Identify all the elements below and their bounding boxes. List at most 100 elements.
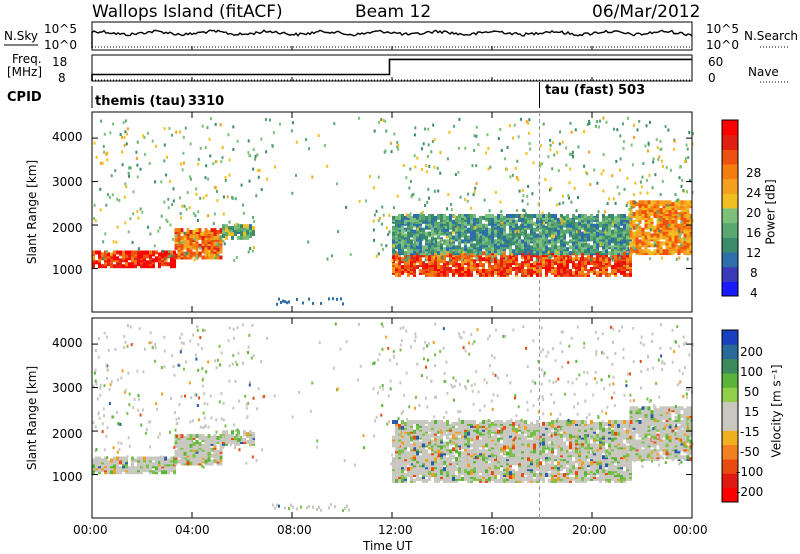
heatmap-cell	[407, 253, 410, 258]
heatmap-cell	[689, 233, 693, 238]
heatmap-cell	[98, 460, 101, 465]
heatmap-cell	[578, 261, 581, 266]
heatmap-cell	[500, 247, 503, 252]
heatmap-cell	[476, 447, 479, 452]
heatmap-cell	[182, 135, 185, 139]
heatmap-cell	[506, 214, 509, 218]
heatmap-cell	[437, 461, 440, 466]
heatmap-cell	[473, 457, 476, 462]
heatmap-cell	[685, 143, 688, 147]
heatmap-cell	[587, 243, 590, 248]
heatmap-cell	[506, 471, 509, 475]
heatmap-cell	[93, 203, 96, 207]
heatmap-cell	[464, 439, 467, 444]
heatmap-cell	[188, 175, 191, 179]
heatmap-cell	[458, 223, 461, 228]
heatmap-cell	[425, 231, 428, 236]
heatmap-cell	[557, 461, 560, 466]
heatmap-cell	[473, 253, 476, 258]
heatmap-cell	[530, 245, 533, 250]
heatmap-cell	[635, 202, 639, 207]
heatmap-cell	[425, 235, 428, 240]
heatmap-cell	[416, 223, 419, 228]
heatmap-cell	[134, 470, 137, 475]
heatmap-cell	[485, 241, 488, 246]
heatmap-cell	[422, 227, 425, 232]
heatmap-cell	[413, 269, 416, 273]
heatmap-cell	[494, 233, 497, 238]
heatmap-cell	[282, 299, 284, 303]
heatmap-cell	[181, 204, 184, 208]
heatmap-cell	[476, 459, 479, 464]
heatmap-cell	[621, 252, 624, 256]
heatmap-cell	[515, 471, 518, 475]
heatmap-cell	[382, 119, 385, 122]
heatmap-cell	[533, 214, 536, 218]
heatmap-cell	[475, 125, 478, 129]
heatmap-cell	[146, 456, 149, 461]
heatmap-cell	[617, 246, 620, 249]
heatmap-cell	[407, 431, 410, 436]
heatmap-cell	[686, 231, 689, 235]
heatmap-cell	[455, 421, 458, 426]
heatmap-cell	[536, 473, 539, 477]
heatmap-cell	[402, 164, 405, 167]
heatmap-cell	[102, 257, 105, 261]
heatmap-cell	[123, 136, 126, 140]
heatmap-cell	[611, 265, 614, 269]
heatmap-cell	[566, 478, 569, 483]
heatmap-cell	[414, 241, 416, 245]
heatmap-cell	[525, 237, 527, 241]
heatmap-cell	[443, 253, 446, 258]
heatmap-cell	[434, 429, 437, 434]
heatmap-cell	[136, 209, 139, 213]
heatmap-cell	[519, 117, 522, 121]
heatmap-cell	[446, 420, 449, 424]
heatmap-cell	[473, 221, 476, 226]
heatmap-cell	[482, 257, 485, 262]
heatmap-cell	[491, 227, 494, 232]
heatmap-cell	[668, 249, 672, 254]
heatmap-cell	[479, 272, 482, 277]
heatmap-cell	[627, 116, 629, 120]
heatmap-cell	[605, 253, 608, 258]
heatmap-cell	[167, 262, 170, 267]
heatmap-cell	[678, 229, 681, 233]
heatmap-cell	[644, 245, 648, 250]
heatmap-cell	[388, 230, 391, 234]
heatmap-cell	[437, 259, 440, 264]
heatmap-cell	[188, 206, 191, 210]
heatmap-cell	[395, 478, 398, 483]
heatmap-cell	[491, 475, 494, 479]
heatmap-cell	[180, 449, 184, 454]
heatmap-cell	[288, 300, 290, 304]
heatmap-cell	[602, 169, 605, 173]
heatmap-cell	[152, 462, 155, 467]
heatmap-cell	[424, 258, 427, 262]
heatmap-cell	[517, 135, 520, 139]
heatmap-cell	[137, 254, 140, 259]
heatmap-cell	[479, 255, 482, 260]
heatmap-cell	[563, 261, 566, 266]
heatmap-cell	[119, 132, 122, 136]
heatmap-cell	[617, 229, 620, 233]
heatmap-cell	[102, 144, 105, 148]
heatmap-cell	[146, 131, 149, 135]
heatmap-cell	[522, 208, 525, 212]
heatmap-cell	[509, 259, 512, 264]
heatmap-cell	[446, 433, 449, 438]
heatmap-cell	[128, 174, 131, 178]
heatmap-cell	[554, 257, 557, 262]
heatmap-cell	[125, 464, 128, 469]
heatmap-cell	[180, 228, 184, 233]
heatmap-cell	[404, 451, 407, 456]
heatmap-cell	[659, 193, 662, 196]
heatmap-cell	[247, 250, 250, 254]
heatmap-cell	[425, 263, 428, 268]
heatmap-cell	[566, 223, 569, 228]
heatmap-cell	[515, 219, 518, 224]
heatmap-cell	[461, 476, 464, 481]
heatmap-cell	[204, 239, 208, 244]
heatmap-cell	[119, 262, 122, 267]
heatmap-cell	[189, 177, 192, 181]
